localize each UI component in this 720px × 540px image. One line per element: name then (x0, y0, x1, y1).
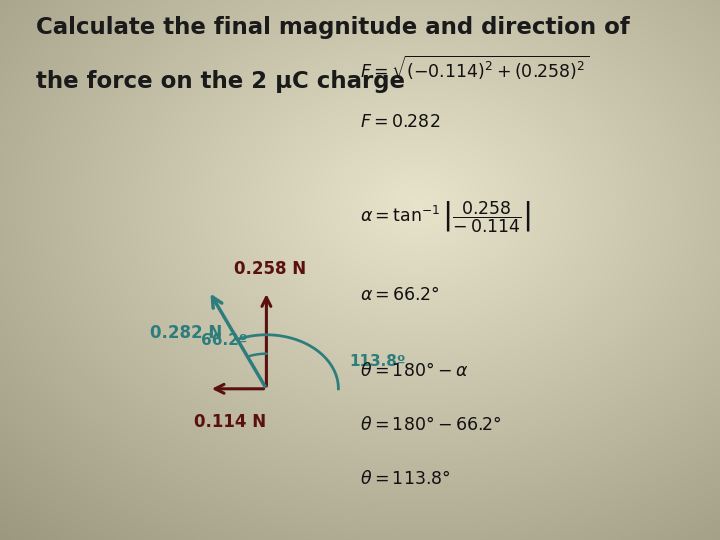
Text: $\mathit{\theta} = 180° - \mathit{\alpha}$: $\mathit{\theta} = 180° - \mathit{\alpha… (360, 362, 468, 380)
Text: $\mathit{\theta} = 113.8°$: $\mathit{\theta} = 113.8°$ (360, 470, 450, 488)
Text: 66.2º: 66.2º (201, 333, 248, 348)
Text: 0.114 N: 0.114 N (194, 413, 266, 431)
Text: $\mathit{\theta} = 180° - 66.2°$: $\mathit{\theta} = 180° - 66.2°$ (360, 416, 502, 434)
Text: 0.282 N: 0.282 N (150, 323, 222, 342)
Text: $\mathit{\alpha} = 66.2°$: $\mathit{\alpha} = 66.2°$ (360, 286, 439, 304)
Text: $\mathit{F} = 0.282$: $\mathit{F} = 0.282$ (360, 113, 440, 131)
Text: Calculate the final magnitude and direction of: Calculate the final magnitude and direct… (36, 16, 630, 39)
Text: $\mathit{\alpha} = \tan^{-1}\left|\dfrac{0.258}{-\,0.114}\right|$: $\mathit{\alpha} = \tan^{-1}\left|\dfrac… (360, 200, 531, 235)
Text: the force on the 2 μC charge: the force on the 2 μC charge (36, 70, 405, 93)
Text: 113.8º: 113.8º (349, 354, 405, 369)
Text: 0.258 N: 0.258 N (234, 260, 306, 278)
Text: $\mathit{F} = \sqrt{(-0.114)^2 + (0.258)^2}$: $\mathit{F} = \sqrt{(-0.114)^2 + (0.258)… (360, 54, 589, 82)
